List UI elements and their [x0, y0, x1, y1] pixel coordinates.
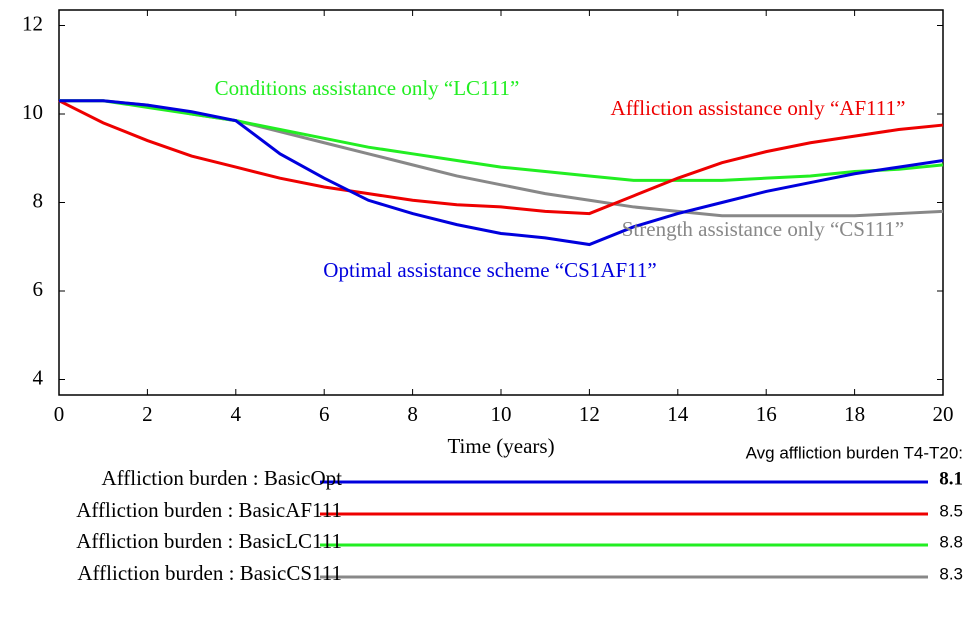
- x-tick-label: 2: [142, 402, 153, 426]
- legend-avg: 8.1: [939, 468, 963, 489]
- annotation: Optimal assistance scheme “CS1AF11”: [323, 258, 656, 282]
- y-tick-label: 6: [33, 277, 44, 301]
- legend-label: Affliction burden : BasicOpt: [102, 466, 343, 490]
- plot-frame: [58, 9, 944, 396]
- x-tick-label: 14: [667, 402, 689, 426]
- legend-avg: 8.5: [939, 501, 963, 520]
- y-tick-label: 4: [33, 365, 44, 389]
- x-tick-label: 0: [54, 402, 65, 426]
- legend-title: Avg affliction burden T4-T20:: [746, 443, 963, 462]
- y-tick-label: 10: [22, 100, 43, 124]
- x-tick-label: 20: [933, 402, 954, 426]
- legend-label: Affliction burden : BasicLC111: [76, 529, 342, 553]
- x-tick-label: 8: [407, 402, 418, 426]
- legend-avg: 8.8: [939, 532, 963, 551]
- legend-avg: 8.3: [939, 564, 963, 583]
- y-tick-label: 12: [22, 11, 43, 35]
- legend-label: Affliction burden : BasicAF111: [76, 498, 342, 522]
- annotation: Affliction assistance only “AF111”: [611, 96, 906, 120]
- annotation: Strength assistance only “CS111”: [622, 217, 905, 241]
- y-tick-label: 8: [33, 188, 44, 212]
- x-tick-label: 12: [579, 402, 600, 426]
- series-line: [59, 99, 944, 247]
- x-tick-label: 18: [844, 402, 865, 426]
- annotation: Conditions assistance only “LC111”: [215, 76, 520, 100]
- x-axis-label: Time (years): [447, 434, 554, 458]
- legend-label: Affliction burden : BasicCS111: [77, 561, 342, 585]
- series-line: [58, 99, 944, 216]
- x-tick-label: 16: [756, 402, 777, 426]
- x-tick-label: 10: [491, 402, 512, 426]
- x-tick-label: 6: [319, 402, 330, 426]
- x-tick-label: 4: [231, 402, 242, 426]
